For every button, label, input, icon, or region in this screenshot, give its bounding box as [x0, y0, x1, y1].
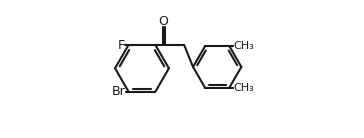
Text: CH₃: CH₃: [233, 83, 254, 93]
Text: F: F: [118, 39, 125, 51]
Text: CH₃: CH₃: [233, 41, 254, 51]
Text: Br: Br: [112, 85, 125, 98]
Text: O: O: [158, 15, 169, 28]
